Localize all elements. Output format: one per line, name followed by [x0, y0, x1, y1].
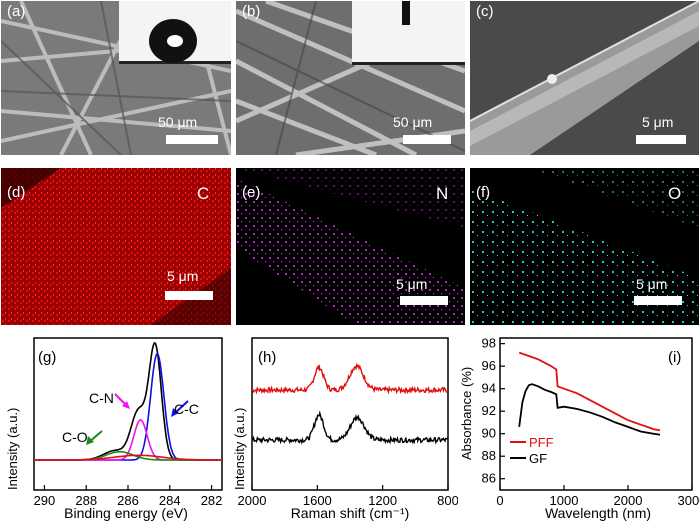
panel-label-c: (c) — [476, 3, 494, 20]
xps-xtick-label: 290 — [34, 493, 56, 508]
absorbance-frame — [499, 337, 693, 491]
xps-series-background — [34, 454, 222, 461]
scale-bar-c — [636, 135, 686, 144]
raman-ylabel: Intensity (a.u.) — [232, 408, 247, 490]
raman-chart: 2000 1600 1200 800 (h) Intensity (a.u.) Ram… — [232, 337, 458, 521]
panel-label-d: (d) — [7, 184, 26, 201]
legend-gf-label: GF — [529, 451, 547, 466]
raman-panel-label: (h) — [258, 349, 276, 366]
scale-bar-b — [403, 135, 451, 144]
legend-pff-label: PFF — [529, 435, 554, 450]
xps-annot-co: C-O — [62, 429, 88, 445]
xps-chart: 290 288 286 284 282 (g) Intensity (a.u.) Bin… — [5, 337, 223, 521]
raman-xtick-label: 2000 — [238, 493, 267, 508]
xps-ylabel: Intensity (a.u.) — [5, 408, 20, 490]
element-label-c: C — [197, 184, 210, 203]
absorbance-ytick-label: 86 — [482, 471, 496, 486]
xps-arrowhead-co — [86, 436, 94, 445]
absorbance-xtick-label: 0 — [496, 493, 503, 508]
panel-label-b: (b) — [242, 3, 261, 20]
absorbance-xlabel: Wavelength (nm) — [545, 505, 651, 521]
scale-bar-label-e: 5 μm — [396, 276, 428, 292]
sem-panel-c: (c) 5 μm — [470, 1, 699, 155]
sem-image-c — [470, 1, 699, 155]
xps-arrowhead-cn — [122, 401, 130, 409]
absorbance-panel-label: (i) — [668, 349, 681, 366]
scale-bar-a — [166, 135, 218, 144]
scale-bar-label-d: 5 μm — [167, 268, 199, 284]
absorbance-ytick-label: 92 — [482, 403, 496, 418]
xps-annot-cc: C-C — [174, 401, 199, 417]
sem-panel-b: (b) 50 μm — [236, 1, 465, 155]
sem-image-a — [1, 1, 231, 155]
absorbance-series-gf — [518, 383, 661, 436]
eds-map-oxygen — [470, 168, 699, 325]
xps-xtick-label: 282 — [201, 493, 223, 508]
absorbance-ytick-label: 96 — [482, 358, 496, 373]
raman-xtick-label: 1200 — [368, 493, 397, 508]
absorbance-xtick-label: 1000 — [550, 493, 579, 508]
sem-panel-a: (a) 50 μm — [1, 1, 231, 155]
eds-panel-f: (f) O 5 μm — [470, 168, 699, 325]
absorbance-ytick-label: 94 — [482, 381, 496, 396]
xps-xtick-label: 288 — [75, 493, 97, 508]
absorbance-series-pff — [518, 351, 661, 432]
raman-xtick-label: 1600 — [303, 493, 332, 508]
panel-label-f: (f) — [476, 184, 491, 201]
raman-xlabel: Raman shift (cm⁻¹) — [291, 505, 410, 521]
eds-map-nitrogen — [236, 168, 465, 325]
xps-xlabel: Binding energy (eV) — [64, 505, 188, 521]
scale-bar-d — [165, 291, 213, 300]
element-label-n: N — [436, 184, 449, 203]
eds-panel-d: (d) C 5 μm — [1, 168, 231, 325]
xps-arrowhead-cc — [171, 408, 179, 417]
xps-arrow-cc — [174, 400, 189, 414]
xps-xtick-label: 286 — [117, 493, 139, 508]
raman-series-gf — [251, 410, 449, 445]
scale-bar-label-f: 5 μm — [636, 276, 668, 292]
absorbance-ytick-label: 98 — [482, 336, 496, 351]
scale-bar-label-c: 5 μm — [642, 114, 674, 130]
eds-panel-e: (e) N 5 μm — [236, 168, 465, 325]
scale-bar-label-a: 50 μm — [158, 114, 198, 130]
scale-bar-e — [400, 296, 448, 305]
element-label-o: O — [668, 184, 682, 203]
absorbance-chart: 0 1000 2000 3000 86 88 90 92 94 96 98 (i) Absorban… — [459, 336, 700, 521]
raman-xtick-label: 800 — [437, 493, 458, 508]
raman-frame — [251, 337, 449, 491]
xps-xtick-label: 284 — [159, 493, 181, 508]
xps-annot-cn: C-N — [89, 390, 114, 406]
absorbance-ytick-label: 88 — [482, 448, 496, 463]
absorbance-ytick-label: 90 — [482, 426, 496, 441]
panel-label-e: (e) — [242, 184, 261, 201]
sem-image-b — [236, 1, 465, 155]
xps-panel-label: (g) — [38, 349, 56, 366]
scale-bar-label-b: 50 μm — [393, 114, 433, 130]
raman-series-pff — [251, 362, 449, 395]
absorbance-xtick-label: 3000 — [678, 493, 700, 508]
absorbance-xtick-label: 2000 — [614, 493, 643, 508]
absorbance-ylabel: Absorbance (%) — [459, 367, 474, 460]
panel-label-a: (a) — [7, 3, 26, 20]
scale-bar-f — [634, 296, 682, 305]
